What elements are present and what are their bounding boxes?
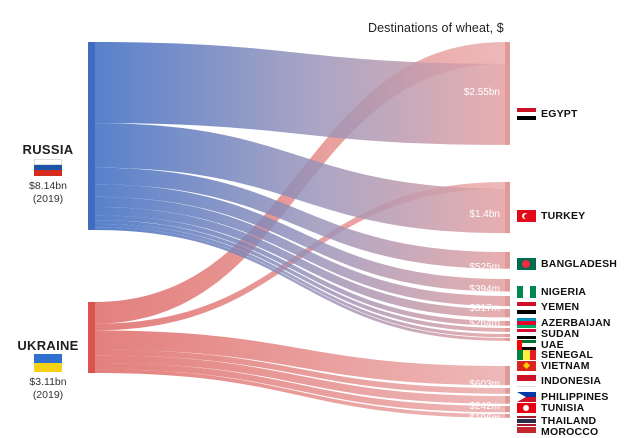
flow-russia-nigeria	[94, 184, 505, 292]
russia-flag-icon	[34, 159, 62, 176]
flow-label-turkey-ukraine: $207m	[469, 241, 500, 252]
node-yemen	[505, 296, 510, 307]
flow-label-egypt-russia: $2.55bn	[463, 87, 500, 98]
flow-russia-bangladesh	[94, 167, 505, 269]
flow-ukraine-philippines	[94, 349, 505, 394]
node-bangladesh	[505, 252, 510, 269]
destination-philippines: PHILIPPINES	[541, 391, 609, 403]
senegal-flag-icon	[517, 350, 536, 360]
node-vietnam	[505, 338, 510, 341]
flow-russia-yemen	[94, 196, 505, 307]
node-morocco	[505, 414, 510, 418]
node-philippines	[505, 388, 510, 394]
egypt-flag-icon	[517, 108, 536, 120]
flow-label-turkey-russia: $1.4bn	[469, 209, 500, 220]
flow-russia-egypt	[94, 42, 505, 145]
destination-turkey: TURKEY	[541, 210, 586, 222]
node-indonesia	[505, 366, 510, 386]
morocco-flag-icon	[517, 427, 536, 433]
flow-russia-uae	[94, 220, 505, 332]
node-nigeria	[505, 279, 510, 292]
turkey-flag-icon	[517, 210, 536, 222]
flow-ukraine-tunisia	[94, 355, 505, 404]
node-thailand	[505, 406, 510, 413]
flow-ukraine-morocco	[94, 369, 505, 418]
flow-label-tunisia: $242m	[469, 401, 500, 412]
source-name-ukraine: UKRAINE	[17, 338, 79, 353]
node-turkey	[505, 182, 510, 234]
node-uae	[505, 328, 510, 332]
indonesia-flag-icon	[517, 375, 536, 387]
destination-yemen: YEMEN	[541, 301, 580, 313]
source-name-russia: RUSSIA	[22, 142, 74, 157]
source-year-ukraine: (2019)	[32, 389, 64, 401]
flow-label-thailand: $196m	[469, 413, 500, 424]
nigeria-flag-icon	[517, 286, 536, 298]
flow-label-azerbaijan: $264m	[469, 318, 500, 329]
destination-nigeria: NIGERIA	[541, 286, 587, 298]
source-year-russia: (2019)	[32, 193, 64, 205]
node-tunisia	[505, 396, 510, 404]
thailand-flag-icon	[517, 416, 536, 426]
node-azerbaijan	[505, 309, 510, 318]
tunisia-flag-icon	[517, 403, 536, 413]
destination-indonesia: INDONESIA	[541, 375, 602, 387]
source-total-ukraine: $3.11bn	[29, 376, 67, 388]
destination-vietnam: VIETNAM	[541, 360, 590, 372]
node-sudan	[505, 321, 510, 326]
chart-title: Destinations of wheat, $	[368, 21, 504, 35]
destination-senegal: SENEGAL	[541, 349, 594, 361]
flow-label-bangladesh: $525m	[469, 262, 500, 273]
flow-label-indonesia: $603m	[469, 379, 500, 390]
azerbaijan-flag-icon	[517, 318, 536, 328]
flow-label-yemen: $317m	[469, 303, 500, 314]
philippines-flag-icon	[517, 392, 536, 402]
sudan-flag-icon	[517, 329, 536, 339]
destination-uae: UAE	[541, 339, 564, 351]
bangladesh-flag-icon	[517, 258, 536, 270]
vietnam-flag-icon	[517, 361, 536, 371]
node-russia	[88, 42, 95, 230]
node-senegal	[505, 334, 510, 338]
destination-sudan: SUDAN	[541, 328, 580, 340]
destination-egypt: EGYPT	[541, 108, 578, 120]
destination-morocco: MOROCCO	[541, 426, 599, 438]
destination-tunisia: TUNISIA	[541, 402, 585, 414]
flow-russia-senegal	[94, 223, 505, 338]
destination-thailand: THAILAND	[541, 415, 597, 427]
flow-ukraine-indonesia	[94, 330, 505, 386]
ukraine-flag-icon	[34, 354, 62, 372]
flow-ukraine-thailand	[94, 362, 505, 413]
flow-label-nigeria: $394m	[469, 284, 500, 295]
node-egypt	[505, 42, 510, 145]
flow-russia-turkey	[94, 123, 505, 234]
destination-azerbaijan: AZERBAIJAN	[541, 317, 611, 329]
flow-russia-sudan	[94, 215, 505, 326]
uae-flag-icon	[517, 340, 536, 350]
flow-russia-azerbaijan	[94, 206, 505, 318]
yemen-flag-icon	[517, 302, 536, 314]
destination-bangladesh: BANGLADESH	[541, 258, 618, 270]
flow-russia-vietnam	[94, 227, 505, 341]
node-ukraine	[88, 302, 95, 374]
flow-label-egypt-ukraine: $685m	[469, 159, 500, 170]
source-total-russia: $8.14bn	[29, 180, 67, 192]
